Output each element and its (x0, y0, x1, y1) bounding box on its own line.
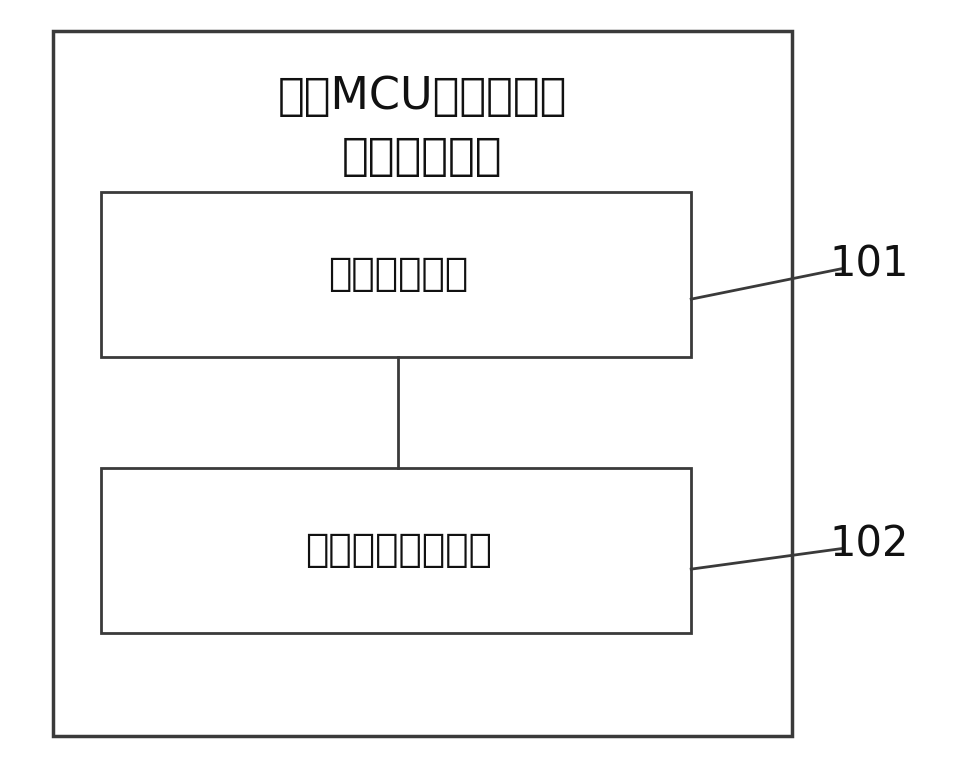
Text: 101: 101 (829, 244, 908, 285)
Text: 用于MCU芯片测试的
硬件控制装置: 用于MCU芯片测试的 硬件控制装置 (277, 75, 567, 178)
Text: 测试模块控制: 测试模块控制 (328, 255, 468, 293)
Bar (53, 31, 792, 736)
Text: 102: 102 (829, 524, 908, 565)
Text: 端口复用硬件模块: 端口复用硬件模块 (305, 531, 492, 569)
Bar (101, 468, 691, 633)
Bar (101, 192, 691, 357)
